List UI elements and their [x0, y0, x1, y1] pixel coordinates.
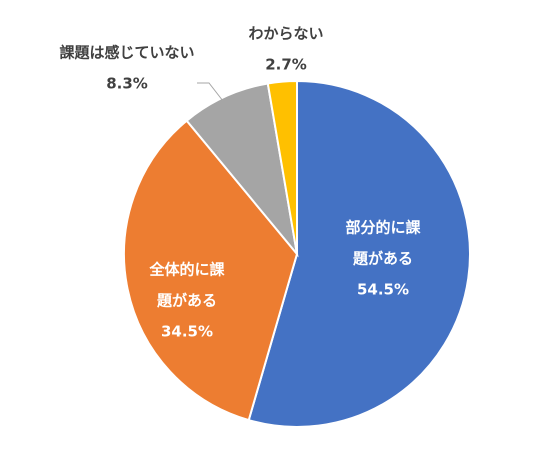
slice-value-label-1: 34.5%	[161, 323, 213, 341]
slice-category-label-3: わからない	[248, 25, 323, 43]
pie-slice-3	[266, 79, 298, 255]
slice-category-label-0: 部分的に課	[345, 219, 421, 237]
slice-category-label-2: 課題は感じていない	[59, 44, 194, 62]
slice-labels: 部分的に課題がある54.5%全体的に課題がある34.5%課題は感じていない8.3…	[59, 25, 421, 341]
slice-value-label-3: 2.7%	[265, 56, 307, 74]
slice-category-label-1: 題がある	[157, 292, 217, 310]
pie-slice-2	[185, 82, 299, 258]
leader-line-2	[197, 82, 224, 102]
slice-value-label-2: 8.3%	[106, 75, 148, 93]
slice-value-label-0: 54.5%	[357, 281, 409, 299]
slice-category-label-1: 全体的に課	[148, 261, 225, 279]
leader-lines	[197, 82, 224, 102]
pie-slice-0	[247, 79, 471, 428]
pie-slice-1	[123, 119, 299, 422]
pie-slices	[123, 79, 471, 428]
slice-category-label-0: 題がある	[353, 250, 413, 268]
